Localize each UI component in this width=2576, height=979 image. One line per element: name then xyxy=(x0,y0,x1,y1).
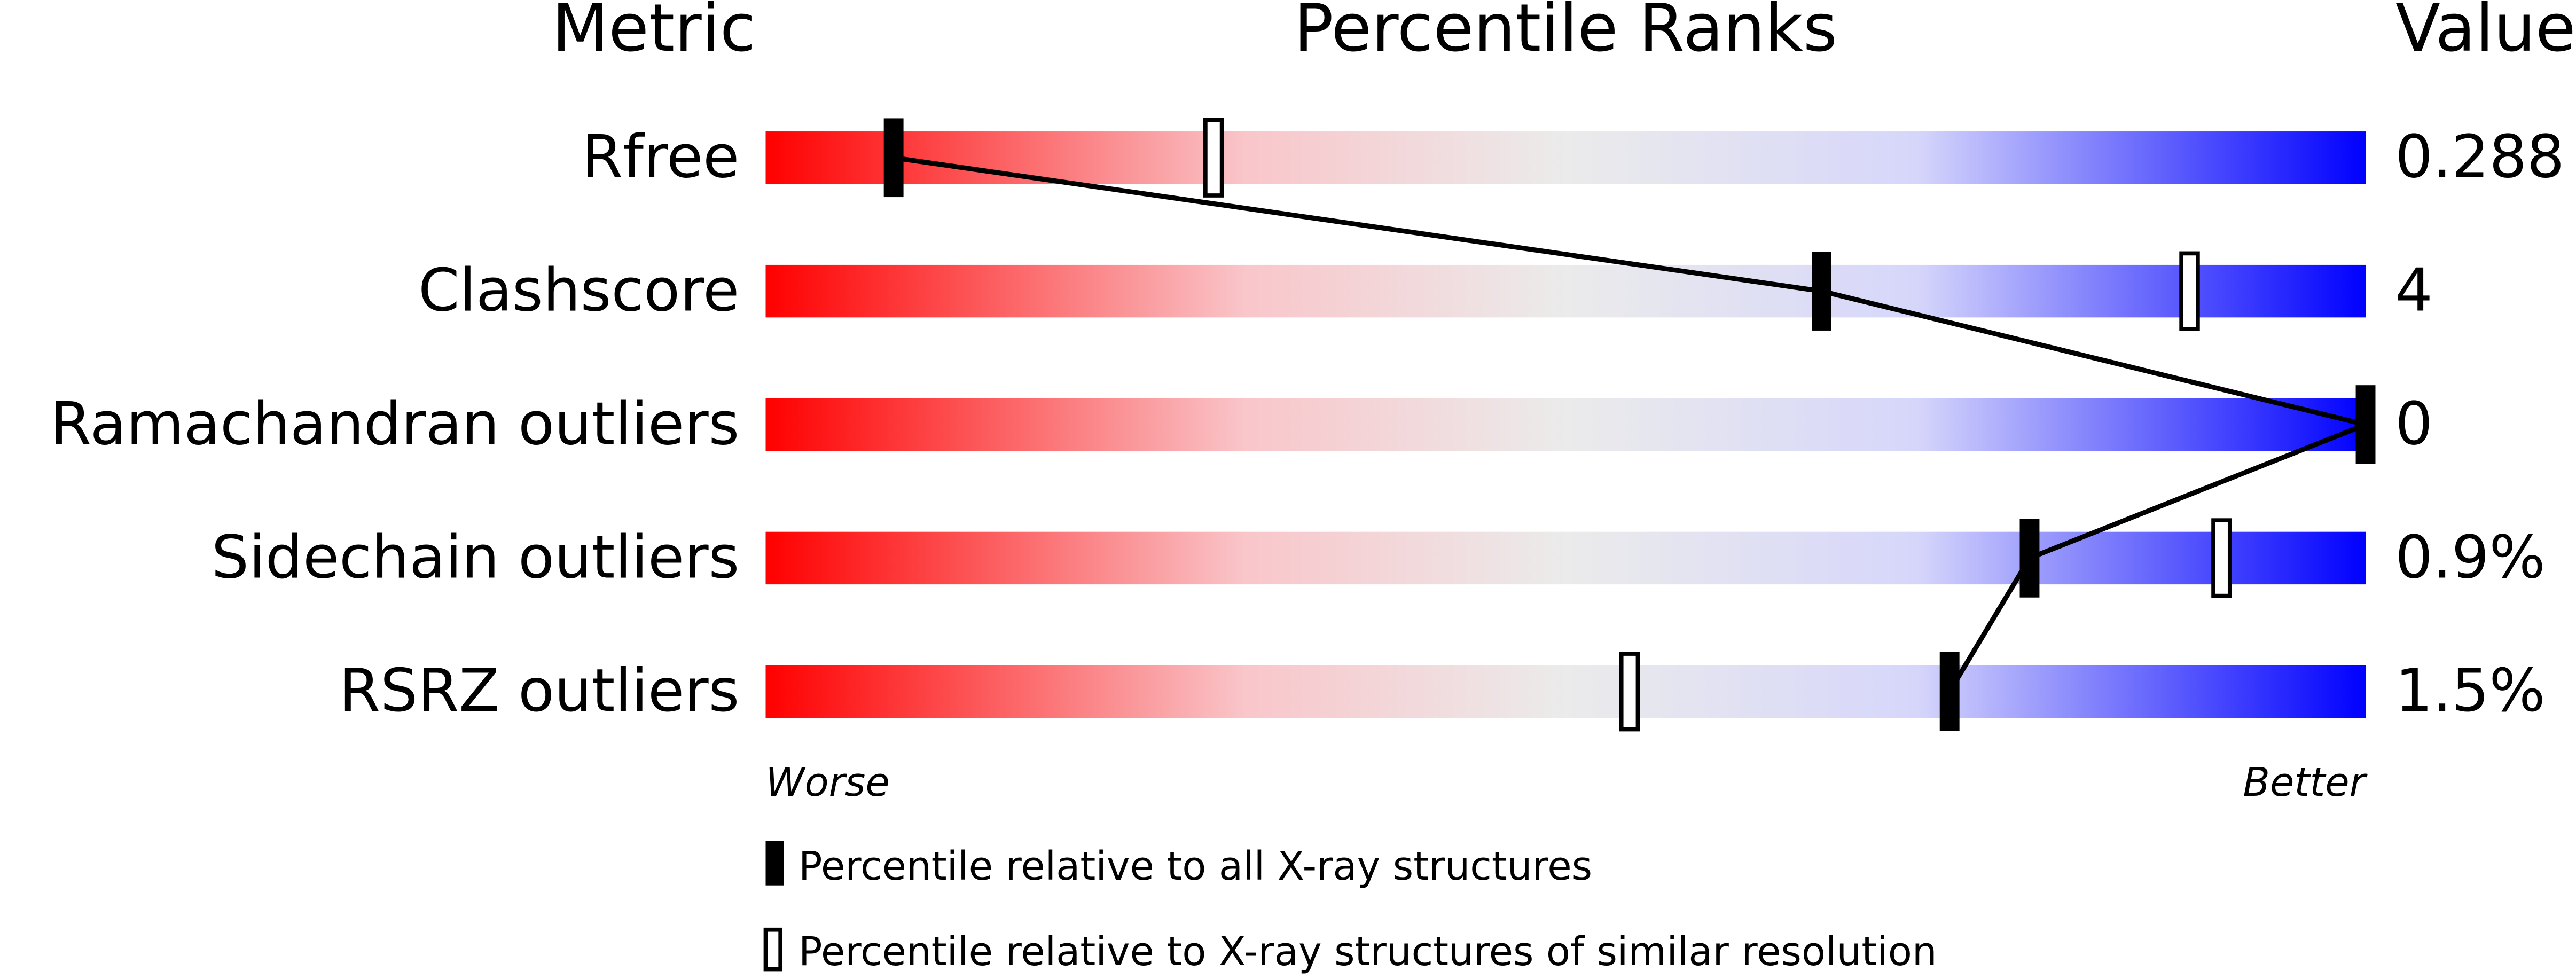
metric-value: 0.9% xyxy=(2395,523,2545,592)
metric-label: RSRZ outliers xyxy=(339,656,739,725)
metric-label: Ramachandran outliers xyxy=(50,389,739,458)
percentile-marker xyxy=(883,118,904,198)
slider-bar xyxy=(765,665,2366,718)
metric-label: Clashscore xyxy=(418,256,739,325)
slider-bar xyxy=(765,398,2366,451)
metric-value: 0.288 xyxy=(2395,123,2564,192)
better-label: Better xyxy=(2243,759,2368,805)
metric-value: 0 xyxy=(2395,389,2432,458)
worse-label: Worse xyxy=(765,759,889,805)
percentile-marker xyxy=(2019,519,2040,598)
percentile-marker xyxy=(1203,118,1224,198)
metric-value: 4 xyxy=(2395,256,2432,325)
metric-value: 1.5% xyxy=(2395,656,2545,725)
percentile-marker xyxy=(2179,251,2200,331)
legend-label: Percentile relative to all X-ray structu… xyxy=(798,843,1592,889)
chart-title: Percentile Ranks xyxy=(1294,0,1837,67)
percentile-marker xyxy=(1619,652,1640,732)
percentile-marker xyxy=(2355,385,2376,464)
legend-label: Percentile relative to X-ray structures … xyxy=(798,929,1937,975)
slider-bar xyxy=(765,531,2366,585)
legend-swatch-all xyxy=(765,841,784,886)
metric-label: Sidechain outliers xyxy=(212,523,740,592)
metric-header: Metric xyxy=(552,0,756,67)
percentile-marker xyxy=(1812,252,1831,331)
percentile-marker xyxy=(2211,518,2232,598)
percentile-marker xyxy=(1939,652,1960,731)
metric-label: Rfree xyxy=(582,123,739,192)
value-header: Value xyxy=(2395,0,2576,67)
legend-swatch-similar xyxy=(763,927,783,972)
slider-bar xyxy=(765,264,2366,318)
